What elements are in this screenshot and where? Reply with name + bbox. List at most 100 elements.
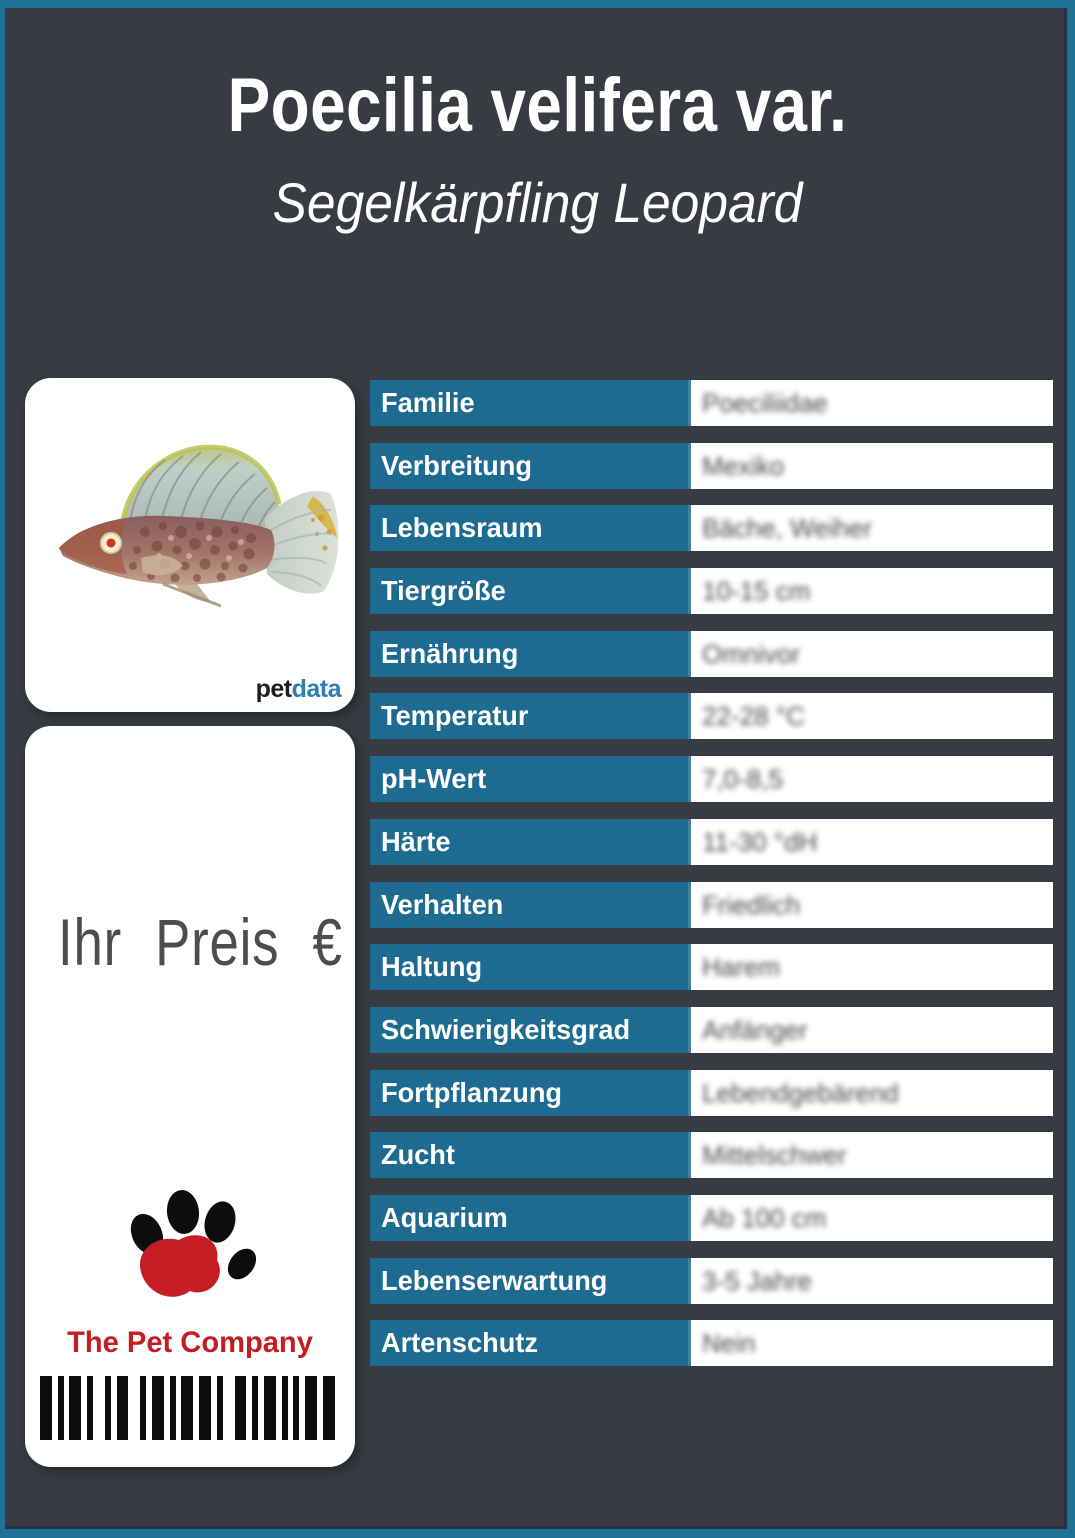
- row-label: Familie: [370, 380, 688, 426]
- row-value: Nein: [688, 1320, 1053, 1367]
- row-value-text: Mittelschwer: [702, 1140, 847, 1171]
- row-value-text: Ab 100 cm: [702, 1202, 827, 1233]
- table-row: pH-Wert 7,0-8,5: [370, 756, 1053, 803]
- row-value: Omnivor: [688, 630, 1053, 677]
- barcode-bar: [264, 1376, 276, 1440]
- row-value-text: Nein: [702, 1328, 756, 1359]
- row-label: Verbreitung: [370, 442, 688, 489]
- row-value: 22-28 °C: [688, 693, 1053, 740]
- row-label: Härte: [370, 818, 688, 865]
- page-subtitle: Segelkärpfling Leopard: [272, 170, 803, 234]
- row-value-text: 3-5 Jahre: [702, 1265, 812, 1296]
- row-value: 11-30 °dH: [688, 818, 1053, 865]
- row-value: Friedlich: [688, 881, 1053, 928]
- row-label-text: Artenschutz: [381, 1327, 538, 1359]
- row-label: Zucht: [370, 1132, 688, 1179]
- row-value-text: 22-28 °C: [702, 701, 805, 732]
- row-value: Lebendgebärend: [688, 1069, 1053, 1116]
- row-label: Verhalten: [370, 881, 688, 928]
- header: Poecilia velifera var. Segelkärpfling Le…: [0, 64, 1075, 235]
- row-label: Fortpflanzung: [370, 1069, 688, 1116]
- fish-image: [59, 444, 339, 608]
- row-label-text: Fortpflanzung: [381, 1076, 563, 1108]
- table-row: Temperatur 22-28 °C: [370, 693, 1053, 740]
- row-value: Ab 100 cm: [688, 1194, 1053, 1241]
- row-label-text: Tiergröße: [381, 575, 506, 607]
- barcode-bar: [40, 1376, 52, 1440]
- barcode-bar: [199, 1376, 211, 1440]
- row-value-text: Anfänger: [702, 1014, 808, 1045]
- row-value-text: Mexiko: [702, 450, 785, 481]
- barcode-bar: [140, 1376, 147, 1440]
- fish-photo-card: petdata: [25, 378, 355, 712]
- row-value: 10-15 cm: [688, 568, 1053, 615]
- row-label: Schwierigkeitsgrad: [370, 1006, 688, 1053]
- row-label-text: Härte: [381, 825, 451, 857]
- barcode-bar: [152, 1376, 164, 1440]
- table-row: Haltung Harem: [370, 944, 1053, 991]
- page-title: Poecilia velifera var.: [227, 63, 848, 148]
- row-label-text: Zucht: [381, 1139, 455, 1171]
- barcode-bar: [322, 1376, 335, 1440]
- row-value: Mexiko: [688, 442, 1053, 489]
- row-label-text: Verbreitung: [381, 449, 532, 481]
- barcode: [40, 1376, 340, 1440]
- row-label-text: Lebenserwartung: [381, 1264, 608, 1296]
- table-row: Aquarium Ab 100 cm: [370, 1194, 1053, 1241]
- row-value: Mittelschwer: [688, 1132, 1053, 1179]
- table-row: Lebenserwartung 3-5 Jahre: [370, 1257, 1053, 1304]
- petdata-logo-pet: pet: [255, 675, 293, 703]
- row-label: Lebenserwartung: [370, 1257, 688, 1304]
- row-value: 7,0-8,5: [688, 756, 1053, 803]
- row-label: Tiergröße: [370, 568, 688, 615]
- row-value: Poeciliidae: [688, 380, 1053, 426]
- row-value: 3-5 Jahre: [688, 1257, 1053, 1304]
- row-label-text: Aquarium: [381, 1201, 508, 1233]
- petdata-logo: petdata: [255, 675, 342, 704]
- table-row: Familie Poeciliidae: [370, 380, 1053, 426]
- table-row: Verbreitung Mexiko: [370, 442, 1053, 489]
- row-value-text: Lebendgebärend: [702, 1077, 899, 1108]
- row-value-text: Friedlich: [702, 889, 801, 920]
- table-row: Härte 11-30 °dH: [370, 818, 1053, 865]
- row-value-text: Omnivor: [702, 638, 801, 669]
- row-label: Ernährung: [370, 630, 688, 677]
- barcode-bar: [69, 1376, 82, 1440]
- row-label: pH-Wert: [370, 756, 688, 803]
- row-label-text: Familie: [381, 387, 475, 418]
- row-value: Bäche, Weiher: [688, 505, 1053, 552]
- barcode-bar: [293, 1376, 300, 1440]
- price-card: Ihr Preis € The Pet Company: [25, 726, 355, 1467]
- barcode-bar: [305, 1376, 318, 1440]
- row-label-text: Temperatur: [381, 700, 529, 732]
- row-label: Lebensraum: [370, 505, 688, 552]
- row-value-text: Harem: [702, 952, 781, 983]
- row-label: Artenschutz: [370, 1320, 688, 1367]
- table-row: Tiergröße 10-15 cm: [370, 568, 1053, 615]
- row-label: Aquarium: [370, 1194, 688, 1241]
- barcode-bar: [87, 1376, 94, 1440]
- barcode-bar: [281, 1376, 288, 1440]
- paw-print-icon: [115, 1184, 265, 1324]
- row-label-text: Haltung: [381, 951, 483, 983]
- attributes-table: Familie Poeciliidae Verbreitung Mexiko Leben…: [370, 380, 1053, 1383]
- row-value-text: 11-30 °dH: [702, 826, 818, 857]
- table-row: Artenschutz Nein: [370, 1320, 1053, 1367]
- barcode-bar: [234, 1376, 247, 1440]
- barcode-bar: [252, 1376, 259, 1440]
- barcode-bar: [116, 1376, 129, 1440]
- barcode-bar: [169, 1376, 176, 1440]
- table-row: Lebensraum Bäche, Weiher: [370, 505, 1053, 552]
- row-label: Haltung: [370, 944, 688, 991]
- row-value-text: 7,0-8,5: [702, 764, 783, 795]
- table-row: Verhalten Friedlich: [370, 881, 1053, 928]
- row-label-text: pH-Wert: [381, 763, 487, 795]
- price-label: Ihr Preis €: [58, 905, 343, 979]
- row-label-text: Verhalten: [381, 888, 504, 920]
- petdata-logo-data: data: [291, 675, 342, 703]
- row-label-text: Lebensraum: [381, 512, 543, 544]
- row-value: Anfänger: [688, 1006, 1053, 1053]
- barcode-bar: [216, 1376, 223, 1440]
- table-row: Fortpflanzung Lebendgebärend: [370, 1069, 1053, 1116]
- row-value-text: Bäche, Weiher: [702, 513, 873, 544]
